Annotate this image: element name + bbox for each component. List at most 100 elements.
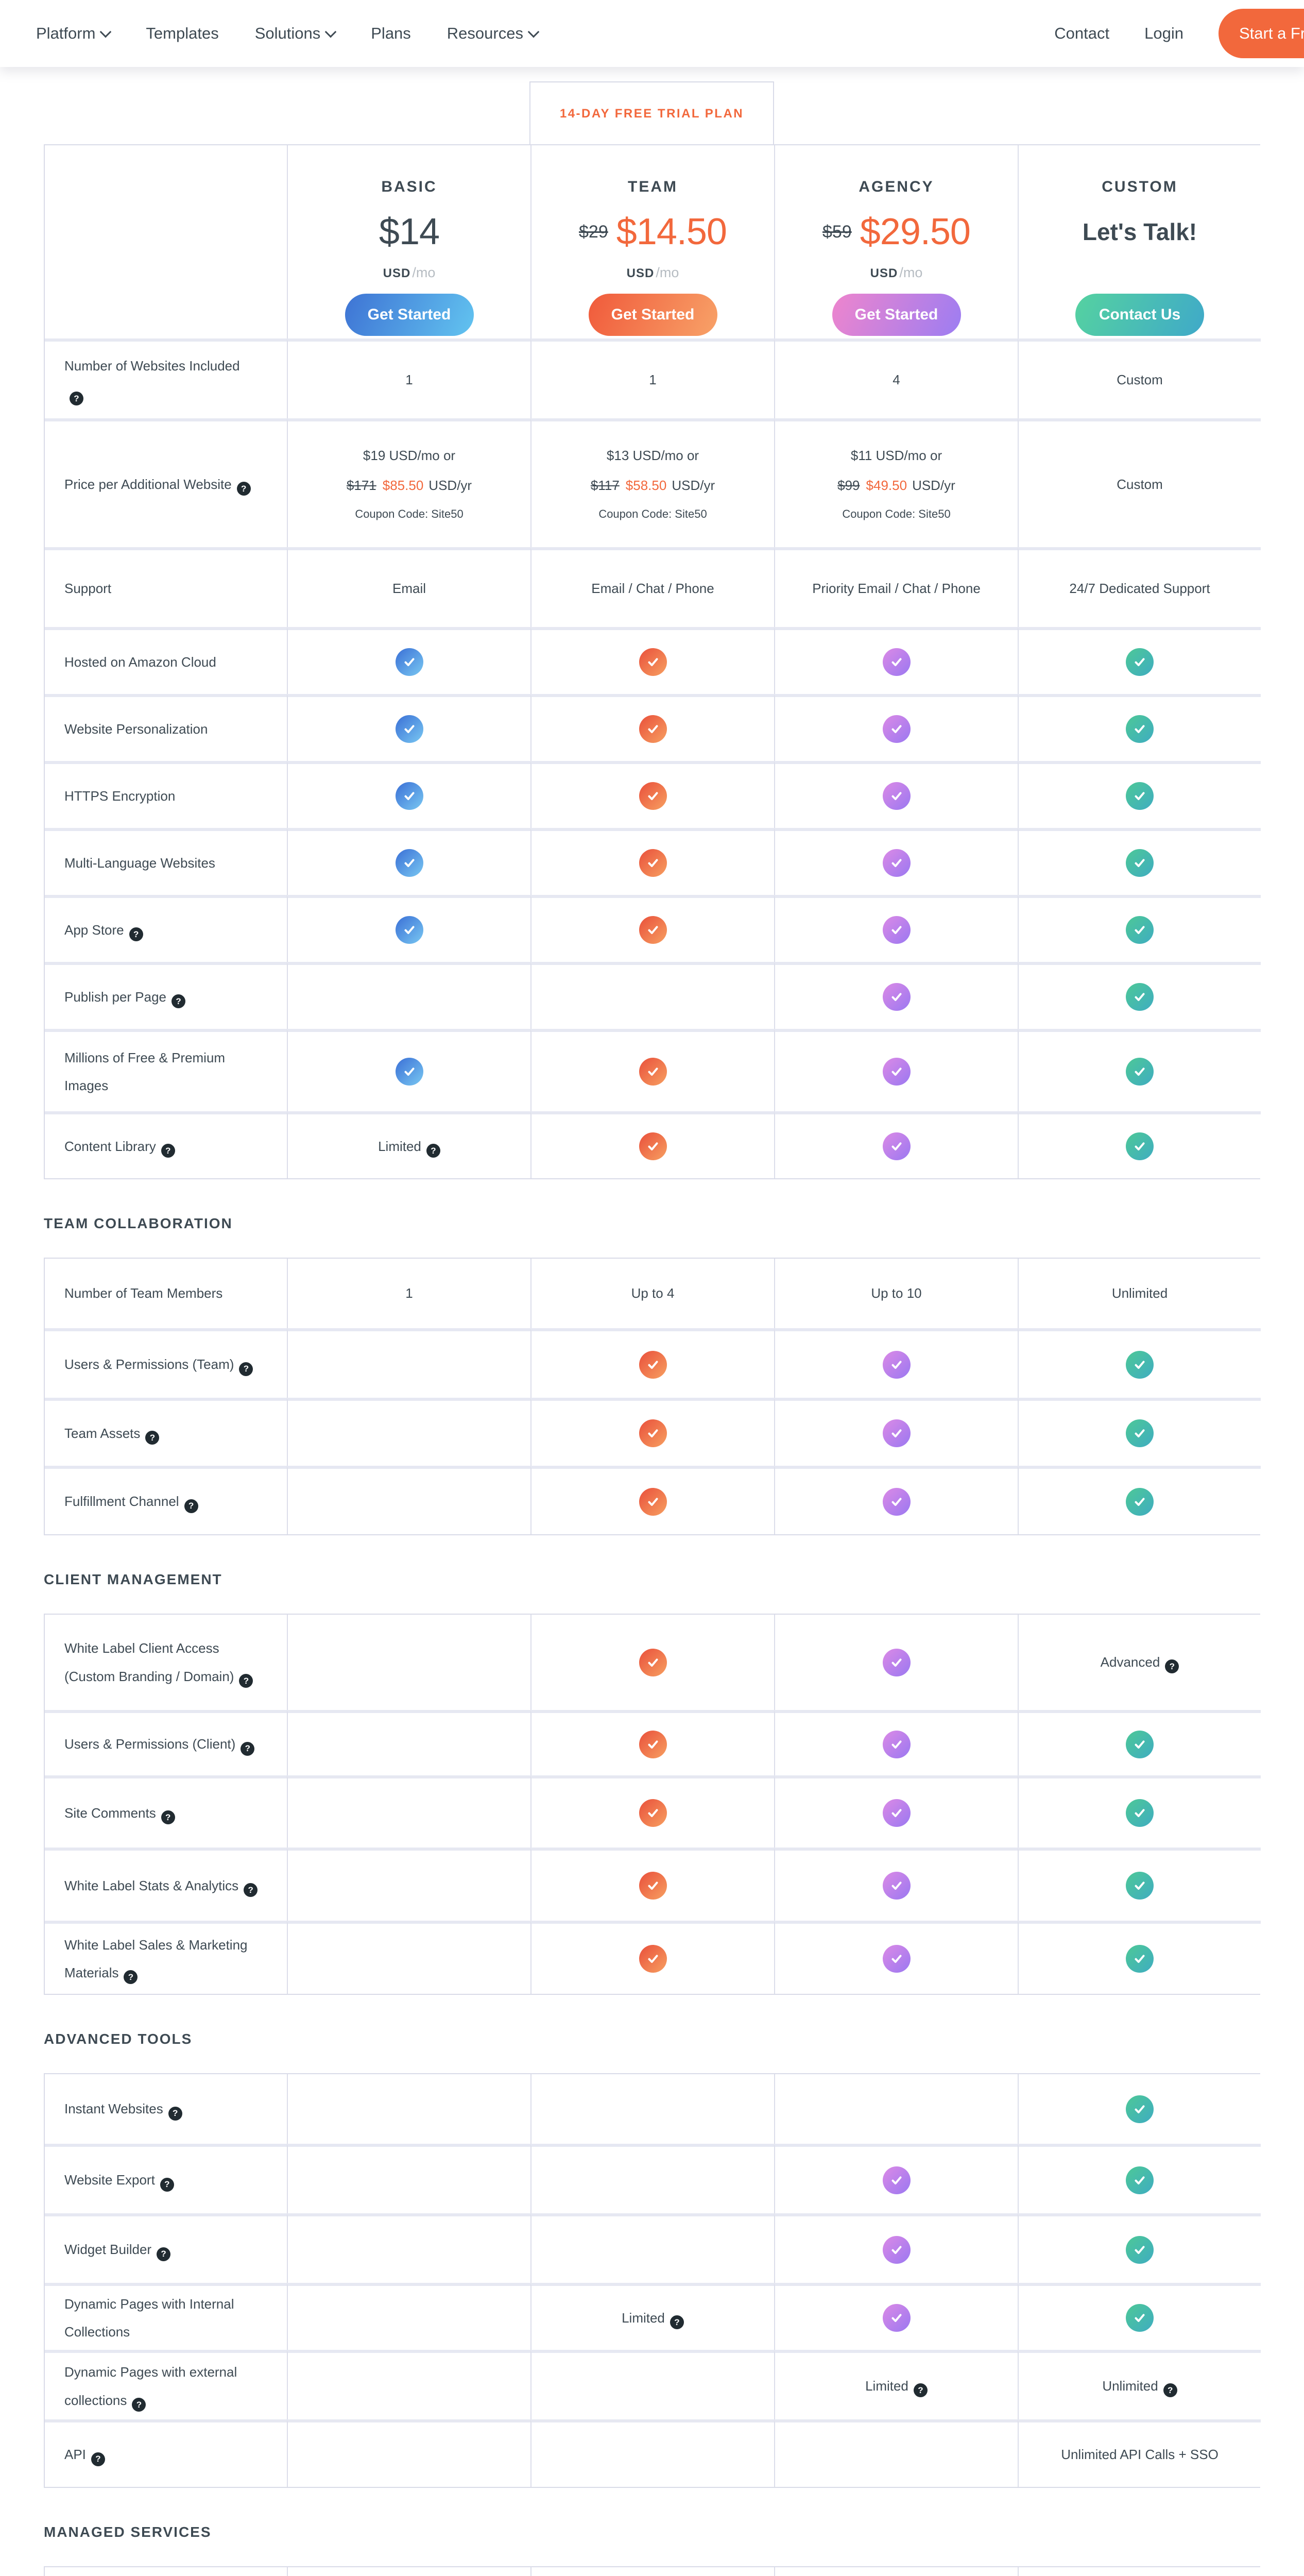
help-icon[interactable]: ? [171,994,186,1009]
plan-value-cell: 1 [287,338,530,418]
get-started-button-team[interactable]: Get Started [588,294,717,336]
chevron-down-icon [527,26,540,38]
plan-value-cell [287,1775,530,1848]
check-icon [639,1648,667,1676]
plan-price-unit: USD/mo [383,265,436,286]
feature-label-text: Number of Team Members [64,1279,222,1307]
label: Dynamic Pages with external collections [64,2364,237,2408]
plan-value-cell [774,1328,1018,1398]
help-icon[interactable]: ? [124,1970,138,1985]
section-title-team-collaboration: TEAM COLLABORATION [44,1215,233,1231]
help-icon[interactable]: ? [132,2397,146,2412]
plan-value-cell [530,2567,774,2576]
feature-label: Number of Websites Included? [45,338,287,418]
top-nav: Platform Templates Solutions Plans Resources… [0,0,1304,67]
plan-price-unit: USD/mo [627,265,679,286]
nav-item-solutions[interactable]: Solutions [255,24,337,43]
nav-link-login[interactable]: Login [1144,24,1183,43]
plan-name: TEAM [628,178,678,195]
help-icon[interactable]: ? [145,1431,160,1445]
plan-value-cell [287,1921,530,1994]
plan-value-cell [774,2074,1018,2144]
value-text: Unlimited? [1102,2373,1177,2399]
start-free-trial-button[interactable]: Start a Free Trial [1219,9,1304,58]
get-started-button-basic[interactable]: Get Started [345,294,474,336]
help-icon[interactable]: ? [70,391,83,405]
help-icon[interactable]: ? [913,2383,928,2398]
button-label: Contact Us [1099,306,1181,323]
plan-value-cell [530,1848,774,1921]
check-icon [882,648,911,676]
main-menu: Platform Templates Solutions Plans Resources [36,24,540,43]
nav-link-contact[interactable]: Contact [1054,24,1109,43]
help-icon[interactable]: ? [157,2247,171,2261]
help-icon[interactable]: ? [160,2177,174,2192]
help-icon[interactable]: ? [239,1673,253,1688]
plan-value-cell: Email / Chat / Phone [530,547,774,627]
check-icon [882,1487,911,1516]
help-icon[interactable]: ? [161,1144,175,1158]
help-icon[interactable]: ? [241,1741,255,1756]
plan-value-cell: Limited? [774,2350,1018,2419]
label: White Label Sales & Marketing Materials [64,1937,248,1980]
feature-label-text: Content Library? [64,1132,175,1160]
contact-us-button-custom[interactable]: Contact Us [1075,294,1204,336]
plan-value-cell [530,761,774,828]
help-icon[interactable]: ? [1165,1659,1179,1674]
help-icon[interactable]: ? [91,2452,105,2466]
feature-label-text: White Label Stats & Analytics? [64,1872,258,1900]
help-icon[interactable]: ? [161,1810,175,1825]
plan-value-cell: Unlimited API Calls + SSO [1018,2419,1261,2487]
plan-value-cell [287,2419,530,2487]
help-icon[interactable]: ? [236,482,251,496]
help-icon[interactable]: ? [244,1883,258,1897]
plan-value-cell: Limited? [287,1111,530,1178]
get-started-button-agency[interactable]: Get Started [832,294,961,336]
plan-value-cell [530,1466,774,1534]
nav-item-plans[interactable]: Plans [371,24,411,43]
value: Up to 4 [631,1285,675,1301]
feature-label: Widget Builder? [45,2213,287,2283]
check-icon [639,1132,667,1160]
check-icon [882,715,911,743]
plan-value-cell [287,962,530,1029]
feature-label-text: Instant Websites? [64,2095,182,2123]
feature-table-wrap: Number of Team Members 1 Up to 4 Up to 10 Un… [44,1258,1261,1535]
check-icon [882,1799,911,1827]
check-icon [1126,2304,1154,2332]
feature-label-text: Widget Builder? [64,2235,171,2263]
plan-value-cell [1018,1398,1261,1466]
value: Limited [865,2378,908,2394]
value-text: Limited? [378,1133,440,1160]
cta-label: Start a Free Trial [1239,24,1304,42]
value-text: Advanced? [1101,1649,1179,1675]
price-discounted: $85.50 [382,478,424,493]
help-icon[interactable]: ? [168,2106,182,2121]
nav-item-platform[interactable]: Platform [36,24,112,43]
feature-label-text: Dynamic Pages with Internal Collections [64,2290,259,2346]
plan-value-cell: 1 [287,1259,530,1328]
help-icon[interactable]: ? [239,1362,253,1376]
help-icon[interactable]: ? [184,1499,198,1513]
plan-value-cell [287,2074,530,2144]
plan-value-cell [530,1921,774,1994]
plan-value-cell [530,627,774,694]
plan-name: CUSTOM [1102,178,1178,195]
plan-value-cell [530,895,774,962]
nav-item-templates[interactable]: Templates [146,24,218,43]
check-icon [882,1730,911,1758]
nav-link-label: Login [1144,24,1183,42]
help-icon[interactable]: ? [670,2315,684,2329]
plan-price: Let's Talk! [1083,199,1197,265]
help-icon[interactable]: ? [426,1143,440,1158]
value: Unlimited [1102,2378,1158,2394]
plan-value-cell: Limited? [530,2283,774,2350]
help-icon[interactable]: ? [129,927,143,942]
check-icon [1126,1419,1154,1447]
help-icon[interactable]: ? [1163,2383,1177,2398]
nav-item-label: Platform [36,24,96,42]
feature-label-text: HTTPS Encryption [64,782,175,810]
plan-value-cell: Custom [1018,418,1261,547]
label: Number of Websites Included [64,358,240,374]
nav-item-resources[interactable]: Resources [447,24,540,43]
